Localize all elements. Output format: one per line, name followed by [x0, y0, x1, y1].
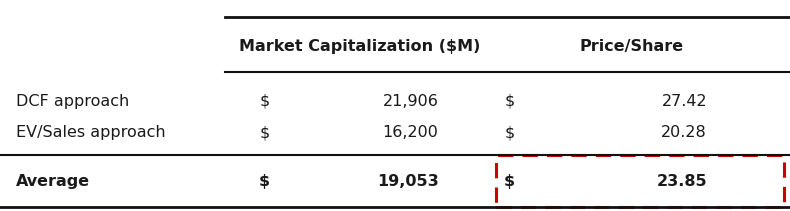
Text: 20.28: 20.28 [661, 125, 707, 141]
Text: $: $ [260, 94, 269, 109]
Bar [496, 155, 784, 207]
Text: 23.85: 23.85 [656, 174, 707, 189]
Text: $: $ [505, 94, 514, 109]
Text: $: $ [259, 174, 270, 189]
Text: EV/Sales approach: EV/Sales approach [16, 125, 165, 141]
Text: 16,200: 16,200 [382, 125, 438, 141]
Text: 27.42: 27.42 [661, 94, 707, 109]
Text: DCF approach: DCF approach [16, 94, 129, 109]
Text: 21,906: 21,906 [382, 94, 438, 109]
Text: $: $ [505, 125, 514, 141]
Text: Average: Average [16, 174, 90, 189]
Text: $: $ [260, 125, 269, 141]
Text: $: $ [504, 174, 515, 189]
Text: 19,053: 19,053 [377, 174, 438, 189]
Text: Price/Share: Price/Share [580, 39, 684, 54]
Text: Market Capitalization ($M): Market Capitalization ($M) [239, 39, 480, 54]
